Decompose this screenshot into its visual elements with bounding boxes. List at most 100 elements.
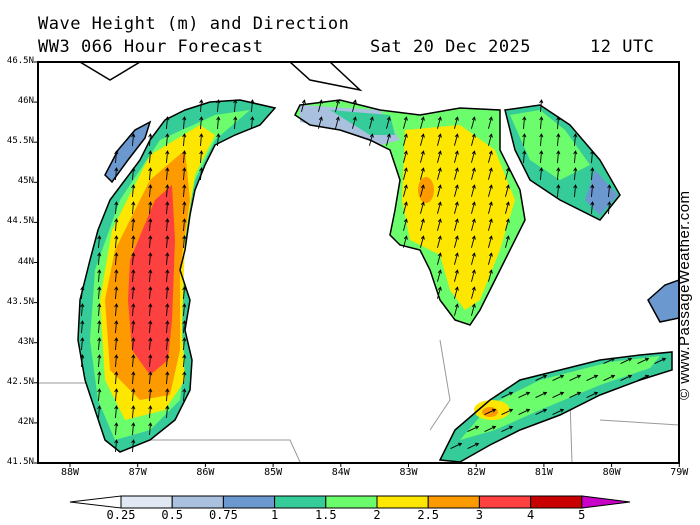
wave-arrow [637, 357, 650, 364]
wave-arrow [454, 303, 459, 316]
wave-arrow [420, 235, 425, 248]
wave-arrow [522, 150, 527, 164]
wave-arrow [165, 371, 170, 385]
colorbar-swatch [530, 495, 583, 509]
wave-arrow [148, 167, 153, 181]
wave-arrow [131, 133, 136, 147]
wave-arrow [165, 116, 170, 130]
wave-arrow [165, 218, 170, 232]
wave-arrow [505, 167, 510, 180]
wave-arrow [131, 167, 136, 181]
lake-ontario [647, 279, 679, 323]
wave-arrow [590, 201, 595, 215]
wave-arrow [165, 303, 170, 317]
wave-arrow [437, 116, 442, 129]
wave-arrow [97, 320, 102, 334]
wave-arrow [131, 320, 136, 334]
wave-arrow [403, 116, 408, 129]
wave-arrow [590, 167, 595, 181]
wave-arrow [131, 252, 136, 266]
wave-arrow [114, 303, 119, 317]
wave-arrow [488, 167, 493, 180]
wave-arrow [114, 286, 119, 300]
wave-arrow [552, 374, 565, 381]
colorbar-swatch [427, 495, 480, 509]
wave-arrow [437, 184, 442, 197]
wave-arrow [556, 167, 561, 181]
wave-arrow [216, 116, 221, 130]
wave-arrow [403, 133, 408, 146]
wave-arrow [437, 269, 442, 282]
wave-arrow [165, 337, 170, 351]
wave-arrow [148, 252, 153, 266]
wave-arrow [573, 133, 578, 147]
wave-arrow [131, 337, 136, 351]
wave-arrow [182, 167, 187, 181]
wave-arrow [556, 133, 561, 147]
wave-arrow [182, 133, 187, 147]
lat-label: 45.5N [6, 136, 34, 147]
wave-arrow [97, 388, 102, 402]
wave-arrow [182, 320, 187, 334]
wave-arrow [450, 442, 463, 449]
wave-arrow [437, 218, 442, 231]
wave-arrow [403, 201, 408, 214]
lat-label: 44N [17, 256, 34, 267]
wave-arrow [182, 337, 187, 351]
colorbar-label: 0.25 [106, 508, 136, 522]
lon-label: 80W [602, 467, 621, 478]
wave-arrow [386, 116, 391, 129]
wave-arrow [471, 303, 476, 316]
wave-arrow [182, 116, 187, 130]
wave-arrow [556, 150, 561, 164]
wave-arrow [437, 252, 442, 265]
wave-arrow [471, 235, 476, 248]
wave-arrow [131, 201, 136, 215]
wave-arrow [182, 201, 187, 215]
colorbar-label: 4 [526, 508, 535, 522]
wave-arrow [539, 150, 544, 164]
wave-arrow [131, 269, 136, 283]
wave-arrow [573, 184, 578, 198]
wave-arrow [114, 422, 119, 436]
wave-arrow [148, 422, 153, 436]
wave-arrow [620, 357, 633, 364]
wave-arrow [539, 133, 544, 147]
wave-arrow [454, 167, 459, 180]
wave-arrow [114, 150, 119, 164]
lat-label: 45N [17, 176, 34, 187]
wave-arrow [420, 167, 425, 180]
wave-arrow [114, 167, 119, 181]
wave-arrow [114, 337, 119, 351]
colorbar-max-arrow [581, 495, 631, 509]
wave-arrow [552, 391, 565, 398]
wave-arrow [131, 388, 136, 402]
wave-arrow [114, 354, 119, 368]
wave-arrow [369, 116, 374, 129]
wave-arrow [131, 371, 136, 385]
wave-arrow [522, 116, 527, 130]
wave-arrow [97, 235, 102, 249]
wave-arrow [80, 303, 85, 317]
wave-arrow [97, 269, 102, 283]
wave-arrow [148, 354, 153, 368]
lon-label: 79W [670, 467, 689, 478]
wave-arrow [182, 235, 187, 249]
wave-arrow [569, 391, 582, 398]
wave-arrow [148, 405, 153, 419]
wave-arrow [233, 116, 238, 130]
wave-arrow [352, 99, 357, 112]
wave-arrow [488, 116, 493, 129]
wave-arrow [114, 320, 119, 334]
wave-arrow [590, 184, 595, 198]
wave-arrow [637, 374, 650, 381]
wave-arrow [420, 133, 425, 146]
wave-arrow [556, 184, 561, 198]
wave-arrow [501, 408, 514, 415]
wave-arrow [233, 99, 238, 113]
wave-arrow [216, 133, 221, 147]
wave-arrow [603, 374, 616, 381]
wave-arrow [80, 286, 85, 300]
wave-arrow [454, 116, 459, 129]
wave-arrow [250, 116, 255, 130]
